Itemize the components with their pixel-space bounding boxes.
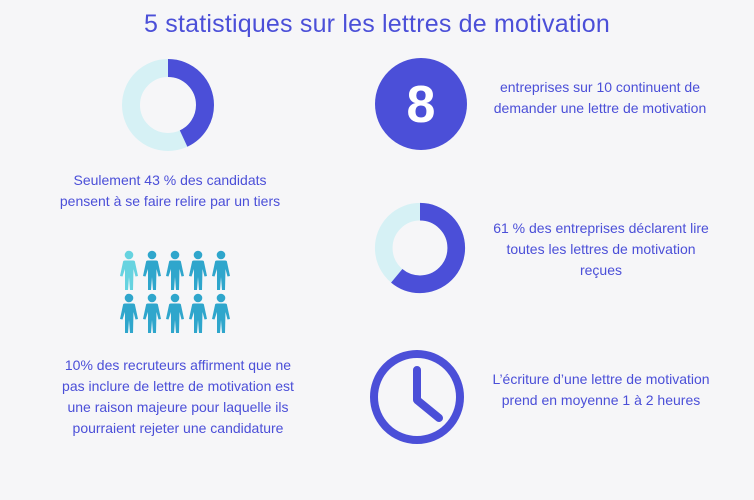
person-icon [212, 250, 230, 290]
person-icon [166, 250, 184, 290]
number-circle-icon: 8 [375, 58, 467, 150]
person-icon [189, 250, 207, 290]
people-grid-icon [118, 250, 238, 336]
person-icon [120, 250, 138, 290]
person-icon [143, 293, 161, 333]
person-icon [143, 250, 161, 290]
donut-chart-icon [371, 199, 469, 297]
stat-number: 8 [407, 76, 436, 134]
person-icon [120, 293, 138, 333]
clock-icon [368, 348, 466, 446]
person-icon [212, 293, 230, 333]
stat-text-duree: L’écriture d’une lettre de motivation pr… [492, 371, 710, 408]
page-title: 5 statistiques sur les lettres de motiva… [144, 10, 610, 38]
stat-text-candidats: Seulement 43 % des candidats pensent à s… [59, 172, 281, 209]
donut-chart-icon [118, 55, 218, 155]
stat-text-entreprises-demande: entreprises sur 10 continuent de demande… [493, 79, 707, 116]
stat-text-entreprises-lire: 61 % des entreprises déclarent lire tout… [493, 220, 709, 278]
stat-text-recruteurs: 10% des recruteurs affirment que ne pas … [62, 357, 294, 436]
person-icon [166, 293, 184, 333]
person-icon [189, 293, 207, 333]
